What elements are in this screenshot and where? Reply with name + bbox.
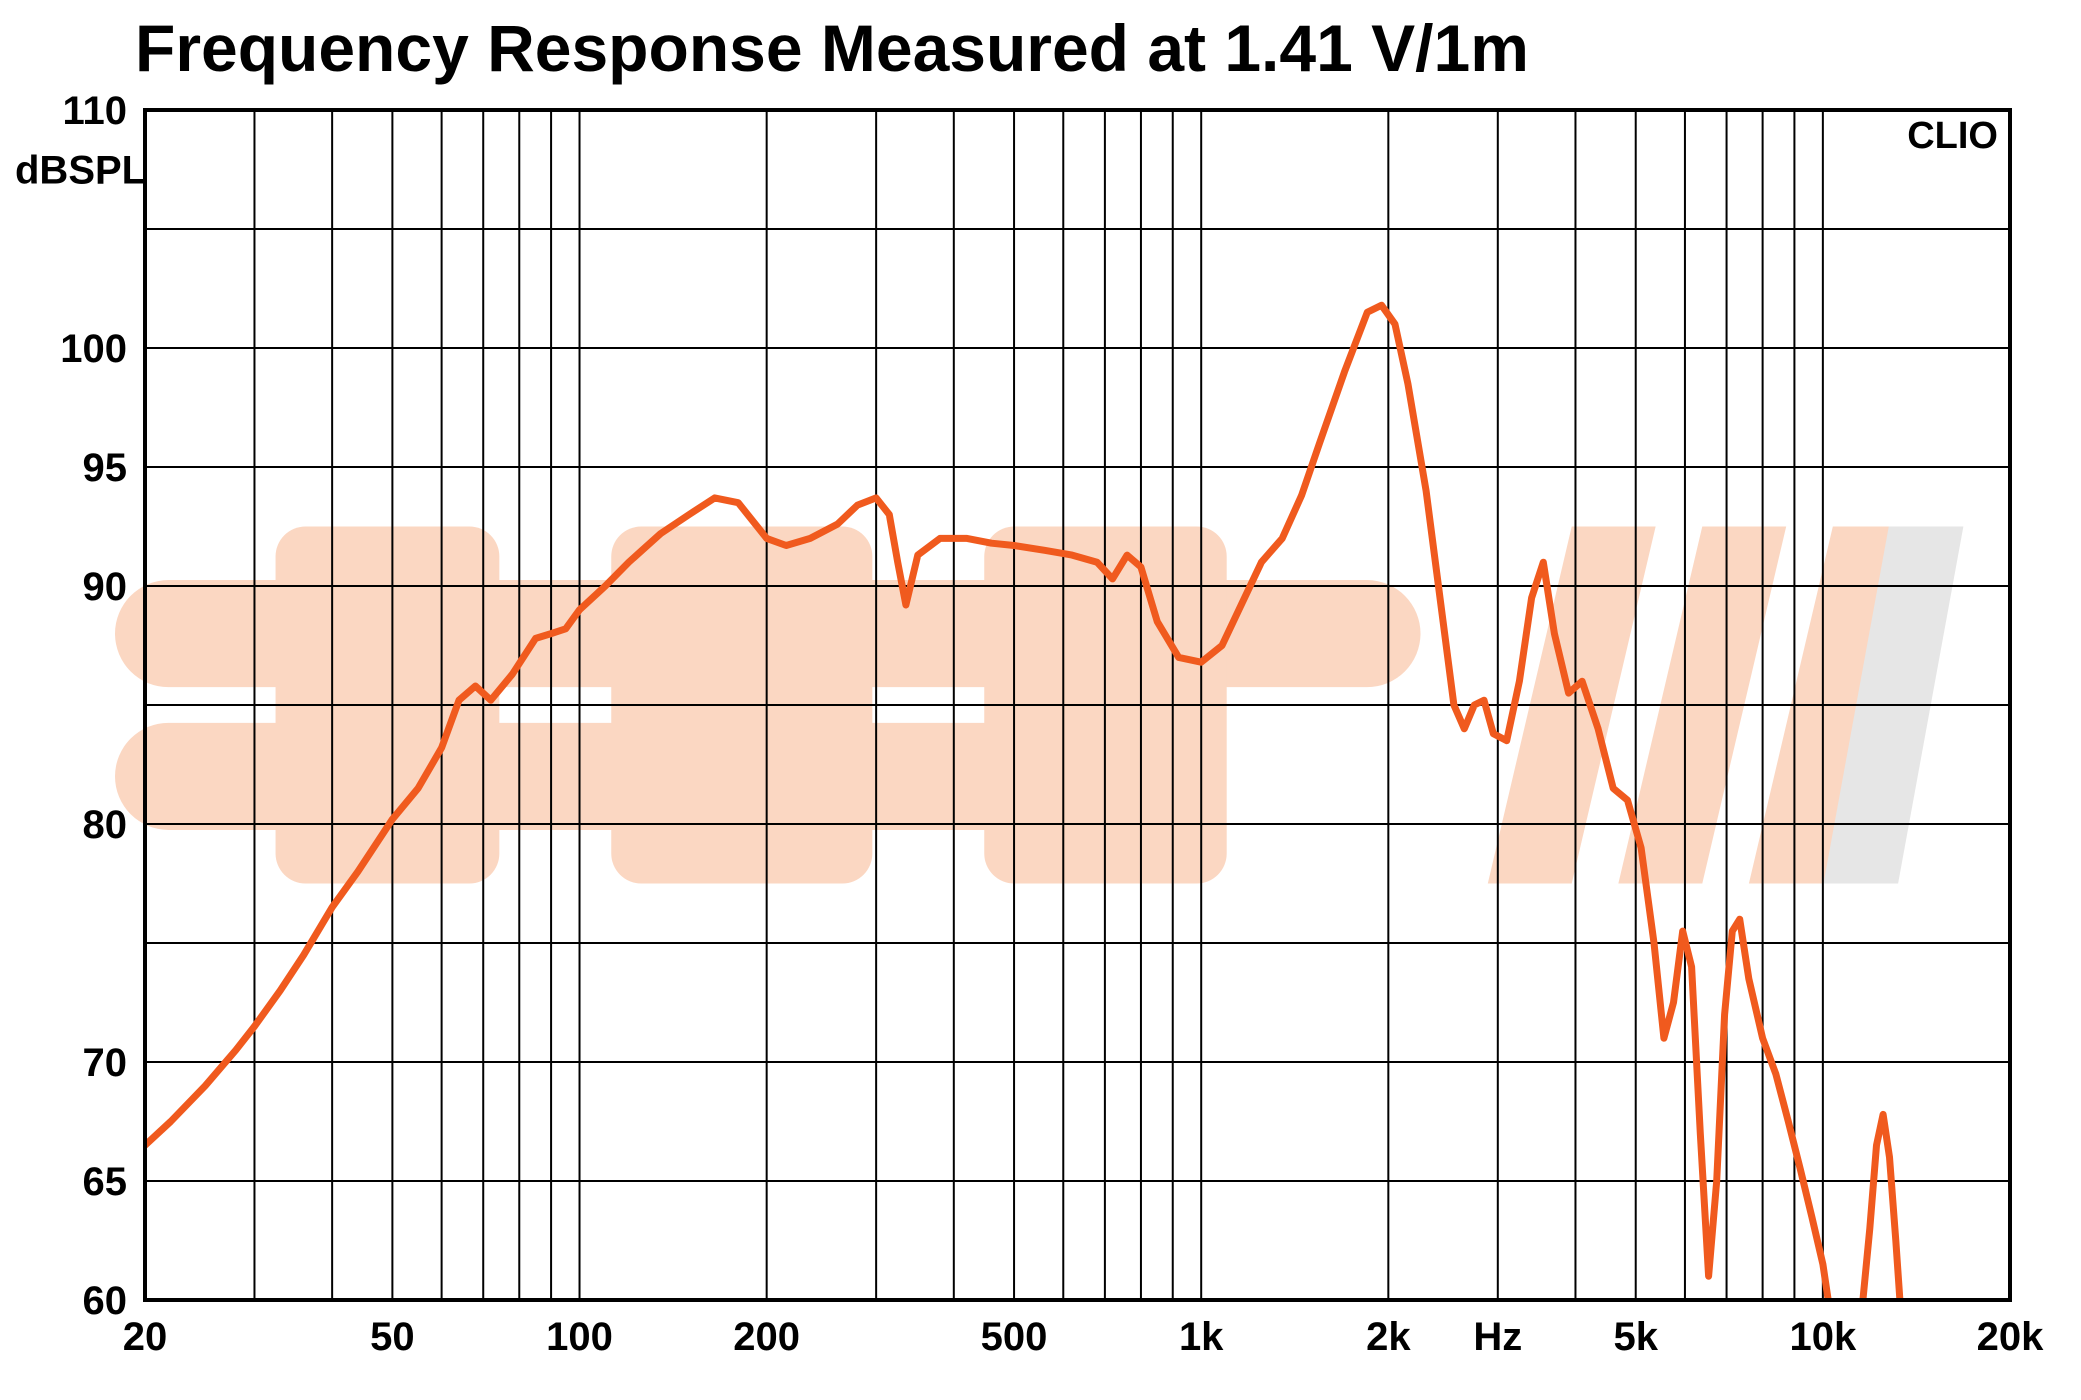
y-tick-label: 80 bbox=[83, 803, 128, 847]
y-tick-label: 110 bbox=[62, 89, 127, 133]
clio-label: CLIO bbox=[1907, 115, 1998, 157]
x-tick-label: 100 bbox=[546, 1315, 613, 1359]
grid-lines bbox=[145, 110, 2010, 1300]
y-axis-ticks: 60 65 70 80 90 95 100 110 bbox=[60, 89, 127, 1323]
x-tick-label: 5k bbox=[1613, 1315, 1658, 1359]
x-tick-label: 50 bbox=[370, 1315, 415, 1359]
x-axis-ticks: 20 50 100 200 500 1k 2k Hz 5k 10k 20k bbox=[123, 1315, 2044, 1359]
x-tick-label: 1k bbox=[1179, 1315, 1224, 1359]
x-tick-label: 20k bbox=[1977, 1315, 2044, 1359]
y-tick-label: 100 bbox=[60, 327, 127, 371]
y-tick-label: 90 bbox=[83, 565, 128, 609]
x-tick-label: 500 bbox=[981, 1315, 1048, 1359]
y-tick-label: 60 bbox=[83, 1279, 128, 1323]
chart-svg: 20 50 100 200 500 1k 2k Hz 5k 10k 20k 60 65 70 80 90 95… bbox=[0, 0, 2081, 1400]
y-tick-label: 65 bbox=[83, 1160, 128, 1204]
y-tick-label: 95 bbox=[83, 446, 128, 490]
chart-container: Frequency Response Measured at 1.41 V/1m… bbox=[0, 0, 2081, 1400]
y-tick-label: 70 bbox=[83, 1041, 128, 1085]
y-axis-label: dBSPL bbox=[15, 149, 146, 193]
x-tick-label: 10k bbox=[1789, 1315, 1856, 1359]
x-tick-label: 20 bbox=[123, 1315, 168, 1359]
x-tick-label: Hz bbox=[1473, 1315, 1522, 1359]
chart-title: Frequency Response Measured at 1.41 V/1m bbox=[135, 10, 1529, 86]
x-tick-label: 200 bbox=[733, 1315, 800, 1359]
x-tick-label: 2k bbox=[1366, 1315, 1411, 1359]
